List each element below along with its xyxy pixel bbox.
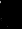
Text: Class II: Class II [5, 0, 22, 29]
Text: Oshox8: Oshox8 [0, 3, 16, 29]
Text: Oshox3: Oshox3 [0, 0, 21, 23]
Text: TaHDZipI-2: TaHDZipI-2 [2, 6, 22, 29]
Text: 0.09: 0.09 [0, 4, 22, 24]
Text: 0.10: 0.10 [0, 5, 22, 25]
Text: Oshox25: Oshox25 [0, 9, 22, 29]
Text: 0.08: 0.08 [0, 5, 22, 24]
Text: Oshox22: Oshox22 [0, 13, 22, 29]
Text: Oshox15: Oshox15 [0, 0, 22, 19]
Text: Oshox21: Oshox21 [0, 8, 22, 29]
Text: Oshox18: Oshox18 [0, 0, 19, 25]
Ellipse shape [8, 13, 13, 18]
Text: FIGURE 1: FIGURE 1 [4, 4, 22, 29]
Text: Oshox2: Oshox2 [0, 0, 22, 21]
Text: Class I: Class I [5, 0, 22, 29]
Text: 0.08: 0.08 [0, 5, 22, 25]
Text: Oshox12: Oshox12 [5, 3, 22, 29]
Text: TaHDZipII-1: TaHDZipII-1 [0, 0, 22, 19]
Text: A: A [3, 0, 22, 29]
Text: Oshox16: Oshox16 [0, 8, 22, 29]
Text: Oshox13: Oshox13 [0, 4, 18, 29]
Text: 0.11: 0.11 [0, 4, 22, 24]
Text: Oshox11: Oshox11 [0, 0, 22, 16]
Text: Oshox19: Oshox19 [0, 0, 22, 21]
Text: Oshox20: Oshox20 [0, 2, 15, 29]
Text: Oshox27: Oshox27 [0, 0, 22, 18]
Text: Oshox28: Oshox28 [0, 0, 22, 17]
Text: Oshox23: Oshox23 [3, 4, 22, 29]
Text: Oshox7: Oshox7 [0, 0, 20, 24]
Text: Oshox4: Oshox4 [0, 5, 19, 29]
Text: 0.1: 0.1 [15, 0, 22, 10]
Text: 0.10: 0.10 [0, 4, 22, 24]
Text: Oshox14: Oshox14 [8, 2, 22, 29]
Text: Oshox5: Oshox5 [0, 6, 21, 29]
Text: 0.10: 0.10 [0, 4, 22, 24]
Text: Oshox6: Oshox6 [0, 11, 22, 29]
Text: Oshox26: Oshox26 [0, 0, 17, 26]
Text: Oshox1: Oshox1 [3, 0, 22, 25]
Text: Oshox24: Oshox24 [0, 10, 22, 29]
Text: Oshox17: Oshox17 [1, 0, 22, 23]
